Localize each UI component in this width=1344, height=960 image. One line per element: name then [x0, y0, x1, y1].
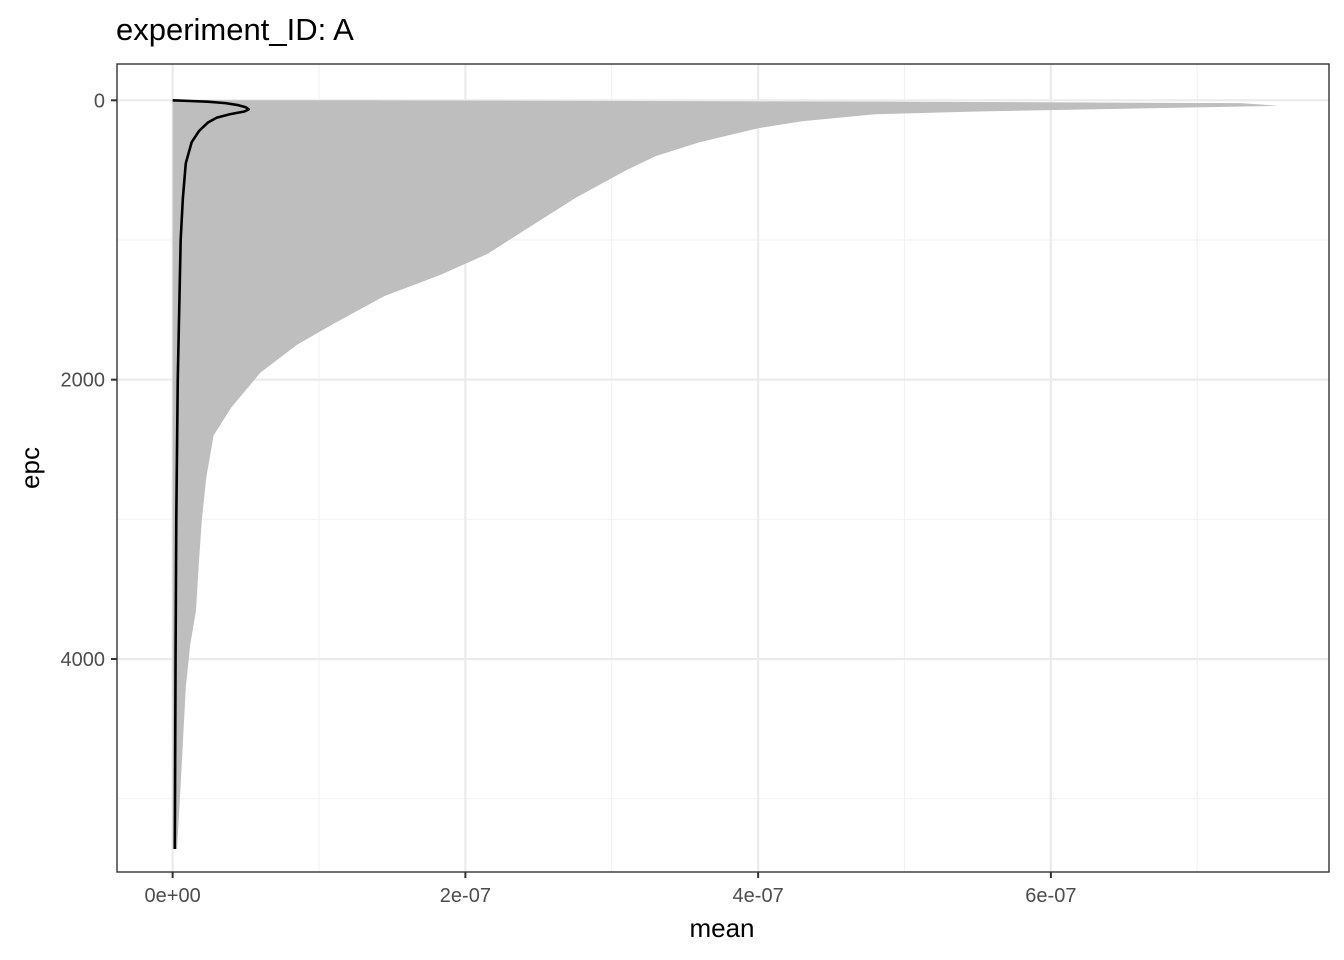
- series-line-0: [172, 99, 251, 849]
- y-tick-label: 2000: [61, 370, 106, 392]
- panel-border: [116, 63, 1330, 873]
- y-axis-title: epc: [15, 447, 45, 489]
- line-layer: [172, 99, 251, 849]
- x-tick-label: 2e-07: [440, 885, 491, 907]
- chart-title: experiment_ID: A: [116, 12, 354, 47]
- y-tick-label: 4000: [61, 649, 106, 671]
- x-tick-label: 6e-07: [1025, 885, 1076, 907]
- y-axis: 0 2000 4000: [61, 90, 117, 671]
- x-tick-label: 4e-07: [733, 885, 784, 907]
- x-axis-title: mean: [689, 913, 754, 943]
- ribbon-layer: [172, 100, 1280, 849]
- y-tick-label: 0: [94, 90, 105, 112]
- x-axis: 0e+00 2e-07 4e-07 6e-07: [145, 872, 1076, 907]
- x-tick-label: 0e+00: [145, 885, 201, 907]
- ribbon-area: [172, 100, 1280, 849]
